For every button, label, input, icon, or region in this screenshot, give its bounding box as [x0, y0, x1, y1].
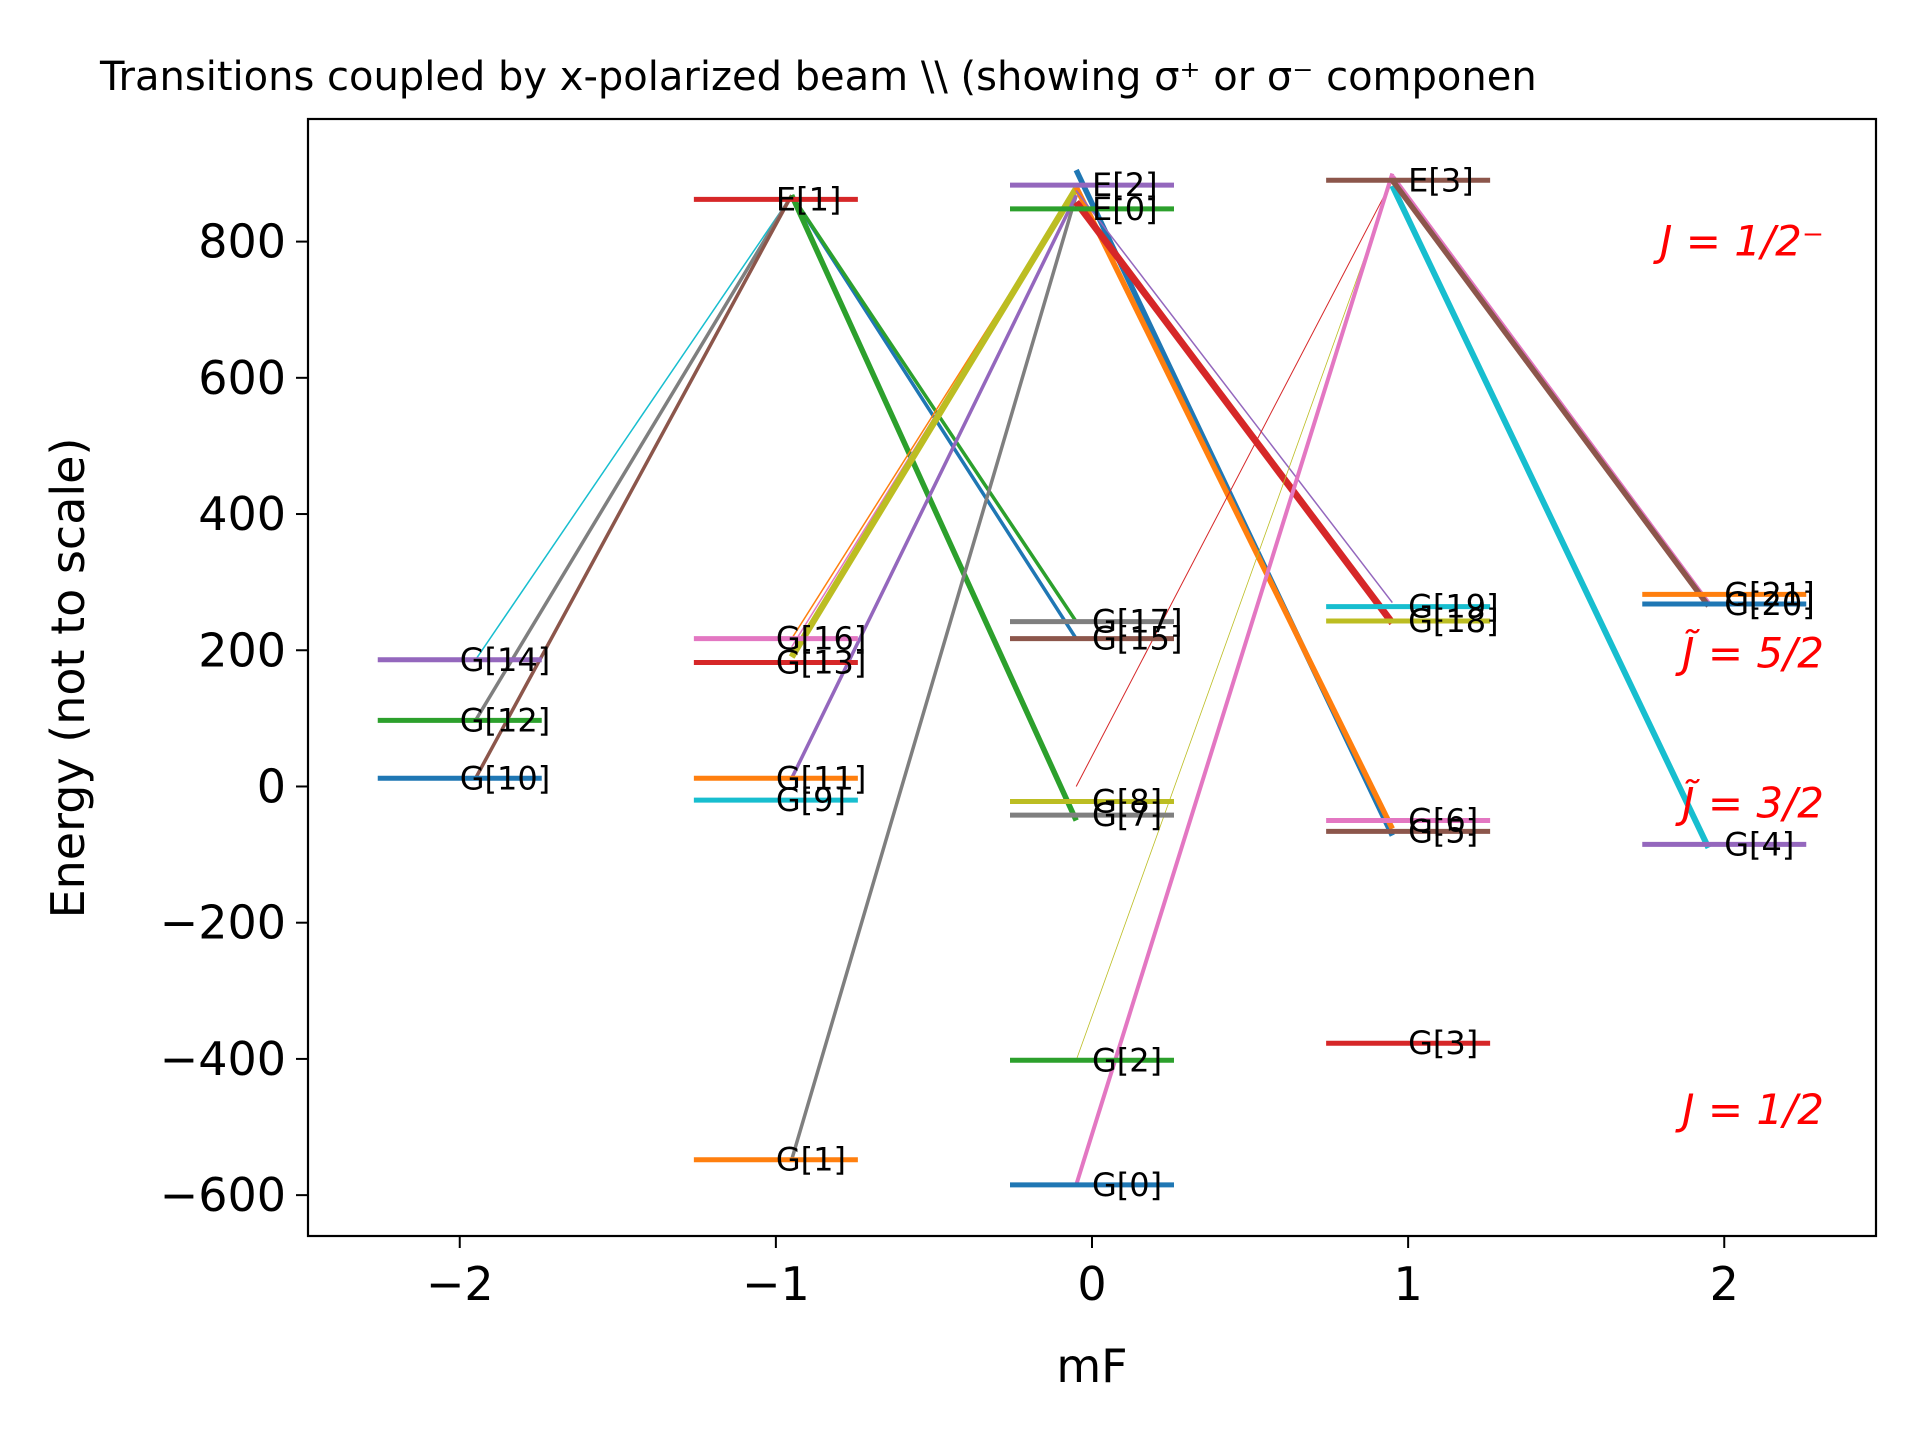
levels-layer — [377, 177, 1807, 1188]
level-labels-layer: G[0] G[1] G[2] G[3] G[4] G[5]G[6] G[7]G[8] G[9]… — [460, 161, 1815, 1204]
level-label-e3: E[3] — [1408, 161, 1474, 199]
transition-line-17 — [1074, 172, 1395, 1186]
transition-line-13 — [1073, 199, 1396, 626]
x-tick-label: −2 — [426, 1257, 494, 1311]
level-label-g21: G[21] — [1724, 575, 1814, 613]
y-axis-label: Energy (not to scale) — [41, 438, 95, 919]
level-label-g9: G[9] — [776, 781, 846, 819]
transition-line-1 — [474, 194, 794, 722]
level-label-g11: G[11] — [776, 759, 866, 797]
level-label-g12: G[12] — [460, 701, 550, 739]
transition-line-14 — [1075, 190, 1393, 604]
level-label-g4: G[4] — [1724, 825, 1794, 863]
region-label-0: J = 1/2⁻ — [1653, 217, 1824, 266]
transition-line-18 — [1389, 184, 1712, 850]
level-label-g3: G[3] — [1408, 1024, 1478, 1062]
level-label-g19: G[19] — [1408, 588, 1498, 626]
y-tick-label: 0 — [257, 759, 286, 813]
transition-line-20 — [1390, 178, 1711, 608]
level-label-g18: G[18] — [1408, 602, 1498, 640]
transition-line-16 — [1075, 180, 1393, 1061]
level-label-g17: G[17] — [1092, 603, 1182, 641]
level-label-g7: G[7] — [1092, 796, 1162, 834]
transition-line-5 — [789, 194, 1079, 822]
level-label-g6: G[6] — [1408, 802, 1478, 840]
transition-line-15 — [1075, 180, 1393, 787]
transition-line-6 — [789, 194, 1078, 1161]
level-label-g20: G[20] — [1724, 585, 1814, 623]
level-label-e1: E[1] — [776, 180, 842, 218]
transition-line-0 — [474, 194, 793, 661]
x-axis-ticks: −2 −1 0 1 2 — [426, 1236, 1739, 1311]
level-label-g10: G[10] — [460, 759, 550, 797]
level-label-e0: E[0] — [1092, 190, 1158, 228]
transition-line-9 — [788, 186, 1079, 659]
region-label-2: J̃ = 3/2 — [1675, 778, 1824, 828]
region-label-3: J = 1/2 — [1675, 1085, 1824, 1134]
transition-line-12 — [1073, 185, 1395, 830]
chart-title: Transitions coupled by x-polarized beam … — [99, 54, 1537, 100]
level-label-g13: G[13] — [776, 644, 866, 682]
level-label-g1: G[1] — [776, 1141, 846, 1179]
level-label-g16: G[16] — [776, 620, 866, 658]
level-label-g2: G[2] — [1092, 1041, 1162, 1079]
x-tick-label: 1 — [1393, 1257, 1422, 1311]
transition-line-10 — [790, 194, 1078, 780]
region-labels-layer: J = 1/2⁻ J̃ = 5/2 J̃ = 3/2 J = 1/2 — [1653, 217, 1824, 1134]
level-label-g5: G[5] — [1408, 812, 1478, 850]
level-label-g15: G[15] — [1092, 620, 1182, 658]
y-tick-label: 600 — [198, 351, 286, 405]
transitions-layer — [474, 168, 1712, 1186]
y-tick-label: 200 — [198, 623, 286, 677]
level-label-g8: G[8] — [1092, 782, 1162, 820]
x-tick-label: −1 — [742, 1257, 810, 1311]
region-label-1: J̃ = 5/2 — [1675, 628, 1824, 678]
y-axis-ticks: −600 −400 −200 0 200 400 600 800 — [160, 215, 308, 1222]
x-tick-label: 0 — [1077, 1257, 1106, 1311]
y-tick-label: −600 — [160, 1168, 286, 1222]
level-label-g14: G[14] — [460, 641, 550, 679]
y-tick-label: −200 — [160, 896, 286, 950]
x-tick-label: 2 — [1710, 1257, 1739, 1311]
level-label-g0: G[0] — [1092, 1166, 1162, 1204]
transition-line-2 — [474, 194, 794, 780]
x-axis-label: mF — [1056, 1339, 1127, 1393]
transition-line-4 — [790, 194, 1078, 623]
level-label-e2: E[2] — [1092, 166, 1158, 204]
y-tick-label: −400 — [160, 1032, 286, 1086]
y-tick-label: 800 — [198, 215, 286, 269]
y-tick-label: 400 — [198, 487, 286, 541]
